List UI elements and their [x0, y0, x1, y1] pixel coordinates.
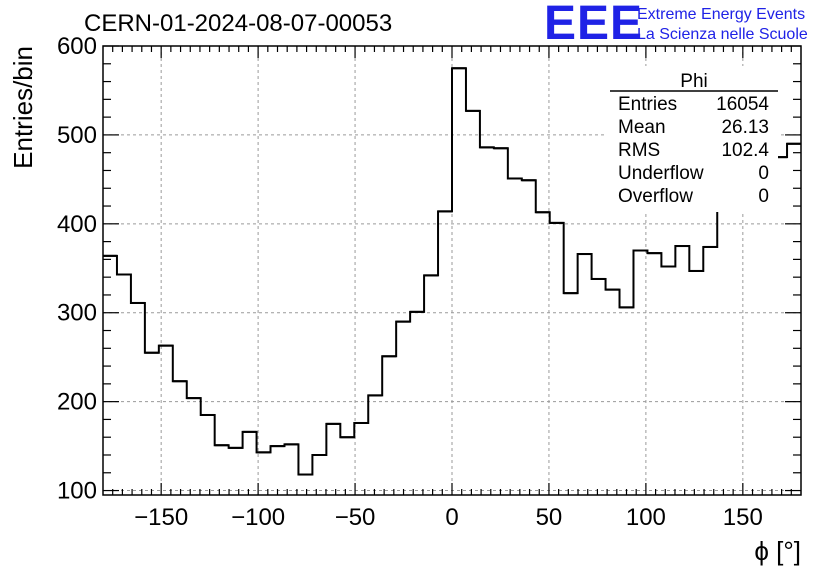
y-tick-label: 300 [57, 300, 97, 327]
stats-box-row-value: 102.4 [721, 140, 769, 161]
x-tick-label: −50 [335, 504, 376, 531]
x-tick-label: 100 [626, 504, 666, 531]
histogram-title: CERN-01-2024-08-07-00053 [84, 10, 393, 37]
x-tick-label: 0 [445, 504, 458, 531]
y-tick-label: 500 [57, 122, 97, 149]
stats-box-row-value: 26.13 [721, 117, 769, 138]
y-tick-label: 200 [57, 389, 97, 416]
stats-box-row-label: Mean [618, 117, 666, 138]
x-axis-label: ϕ [°] [754, 536, 801, 566]
y-axis-label: Entries/bin [8, 46, 38, 169]
y-tick-label: 400 [57, 211, 97, 238]
stats-box-row-label: Underflow [618, 163, 704, 184]
y-tick-label: 100 [57, 478, 97, 505]
stats-box-row-value: 0 [758, 163, 769, 184]
stats-box-row-label: Overflow [618, 186, 693, 207]
eee-logo: EEE Extreme Energy Events La Scienza nel… [544, 0, 836, 50]
stats-box-row-value: 16054 [716, 94, 769, 115]
x-tick-label: −150 [134, 504, 188, 531]
x-tick-label: 50 [536, 504, 563, 531]
stats-box-row-label: Entries [618, 94, 677, 115]
logo-line-2: La Scienza nelle Scuole [637, 26, 808, 43]
histogram-step-line [103, 67, 801, 476]
stats-box-row-label: RMS [618, 140, 660, 161]
y-tick-label: 600 [57, 33, 97, 60]
stats-box-title: Phi [680, 71, 707, 92]
logo-mark: EEE [544, 0, 644, 50]
x-tick-label: −100 [231, 504, 285, 531]
stats-box-row-value: 0 [758, 186, 769, 207]
logo-line-1: Extreme Energy Events [637, 6, 806, 23]
x-tick-label: 150 [723, 504, 763, 531]
